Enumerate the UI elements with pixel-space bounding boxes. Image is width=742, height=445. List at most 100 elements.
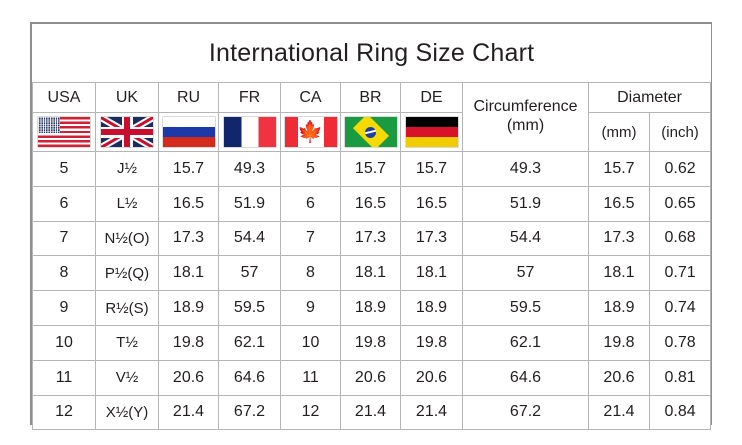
cell-circumference: 54.4 (462, 220, 589, 257)
cell-br: 21.4 (340, 394, 401, 431)
cell-uk: X½(Y) (95, 394, 159, 431)
cell-diameter-inch: 0.78 (648, 324, 712, 361)
cell-ca: 10 (280, 324, 341, 361)
cell-de: 19.8 (400, 324, 463, 361)
circumference-unit: (mm) (506, 117, 545, 134)
ring-size-chart: International Ring Size Chart USA UK RU … (30, 22, 712, 431)
cell-ru: 15.7 (158, 151, 219, 187)
column-header-circumference: Circumference (mm) (462, 82, 589, 152)
cell-ca: 11 (280, 359, 341, 396)
cell-fr: 64.6 (218, 359, 281, 396)
cell-ru: 18.9 (158, 290, 219, 326)
cell-de: 18.1 (400, 255, 463, 292)
cell-uk: V½ (95, 359, 159, 396)
cell-ca: 12 (280, 394, 341, 431)
cell-br: 15.7 (340, 151, 401, 187)
table-row: 6 L½ 16.5 51.9 6 16.5 16.5 51.9 16.5 0.65 (32, 185, 712, 222)
cell-fr: 49.3 (218, 151, 281, 187)
ca-flag-icon: 🍁 (284, 117, 337, 147)
uk-flag-icon (101, 117, 153, 147)
cell-diameter-mm: 16.5 (588, 185, 650, 222)
cell-uk: P½(Q) (95, 255, 159, 292)
page-title: International Ring Size Chart (32, 24, 711, 83)
table-body: 5 J½ 15.7 49.3 5 15.7 15.7 49.3 15.7 0.62 6 L½ 16.5 5… (32, 151, 712, 431)
cell-ru: 17.3 (158, 220, 219, 257)
cell-diameter-inch: 0.65 (648, 185, 712, 222)
header-flag-row: 🍁 (mm) (inch) (32, 112, 712, 152)
cell-usa: 10 (32, 324, 96, 361)
cell-usa: 6 (32, 185, 96, 222)
column-header-diameter-inch: (inch) (648, 112, 712, 152)
flag-cell-br (340, 112, 401, 152)
ru-flag-icon (162, 117, 215, 147)
cell-ru: 16.5 (158, 185, 219, 222)
title-row: International Ring Size Chart (32, 24, 711, 83)
cell-ca: 8 (280, 255, 341, 292)
table-row: 9 R½(S) 18.9 59.5 9 18.9 18.9 59.5 18.9 0.74 (32, 290, 712, 326)
cell-circumference: 49.3 (462, 151, 589, 187)
br-flag-icon (344, 117, 397, 147)
cell-br: 18.9 (340, 290, 401, 326)
cell-ru: 21.4 (158, 394, 219, 431)
cell-fr: 57 (218, 255, 281, 292)
cell-de: 21.4 (400, 394, 463, 431)
cell-ca: 5 (280, 151, 341, 187)
cell-diameter-inch: 0.71 (648, 255, 712, 292)
table-row: 11 V½ 20.6 64.6 11 20.6 20.6 64.6 20.6 0.81 (32, 359, 712, 396)
cell-ca: 7 (280, 220, 341, 257)
cell-diameter-mm: 21.4 (588, 394, 650, 431)
cell-de: 15.7 (400, 151, 463, 187)
cell-uk: L½ (95, 185, 159, 222)
cell-fr: 67.2 (218, 394, 281, 431)
cell-usa: 11 (32, 359, 96, 396)
cell-diameter-inch: 0.84 (648, 394, 712, 431)
flag-cell-fr (218, 112, 281, 152)
table-head: International Ring Size Chart USA UK RU … (32, 24, 712, 152)
header-code-row: USA UK RU FR CA BR DE Circumference (mm)… (32, 82, 712, 152)
cell-diameter-mm: 17.3 (588, 220, 650, 257)
table-row: 7 N½(O) 17.3 54.4 7 17.3 17.3 54.4 17.3 0.68 (32, 220, 712, 257)
cell-de: 20.6 (400, 359, 463, 396)
cell-diameter-mm: 18.9 (588, 290, 650, 326)
cell-de: 18.9 (400, 290, 463, 326)
circumference-label: Circumference (473, 98, 578, 116)
cell-br: 18.1 (340, 255, 401, 292)
cell-usa: 8 (32, 255, 96, 292)
table-row: 12 X½(Y) 21.4 67.2 12 21.4 21.4 67.2 21.4 0.84 (32, 394, 712, 431)
cell-de: 16.5 (400, 185, 463, 222)
cell-circumference: 57 (462, 255, 589, 292)
de-flag-icon (405, 117, 458, 147)
cell-uk: N½(O) (95, 220, 159, 257)
cell-br: 17.3 (340, 220, 401, 257)
cell-br: 19.8 (340, 324, 401, 361)
cell-uk: J½ (95, 151, 159, 187)
cell-fr: 62.1 (218, 324, 281, 361)
cell-circumference: 62.1 (462, 324, 589, 361)
cell-usa: 5 (32, 151, 96, 187)
column-header-de: DE (400, 82, 463, 113)
cell-fr: 51.9 (218, 185, 281, 222)
column-header-usa: USA (32, 82, 96, 113)
cell-diameter-mm: 18.1 (588, 255, 650, 292)
cell-diameter-mm: 15.7 (588, 151, 650, 187)
usa-flag-icon (38, 117, 90, 147)
cell-fr: 59.5 (218, 290, 281, 326)
maple-leaf-icon: 🍁 (297, 120, 324, 144)
cell-diameter-inch: 0.74 (648, 290, 712, 326)
uk-flag-cross-red-v (124, 117, 130, 147)
flag-cell-ca: 🍁 (280, 112, 341, 152)
usa-flag-canton (38, 117, 60, 134)
table-row: 5 J½ 15.7 49.3 5 15.7 15.7 49.3 15.7 0.62 (32, 151, 712, 187)
column-header-diameter-mm: (mm) (588, 112, 650, 152)
cell-diameter-mm: 19.8 (588, 324, 650, 361)
cell-circumference: 64.6 (462, 359, 589, 396)
cell-uk: T½ (95, 324, 159, 361)
cell-usa: 12 (32, 394, 96, 431)
column-header-uk: UK (95, 82, 159, 113)
flag-cell-usa (32, 112, 96, 152)
cell-usa: 7 (32, 220, 96, 257)
cell-br: 16.5 (340, 185, 401, 222)
column-header-fr: FR (218, 82, 281, 113)
cell-circumference: 59.5 (462, 290, 589, 326)
